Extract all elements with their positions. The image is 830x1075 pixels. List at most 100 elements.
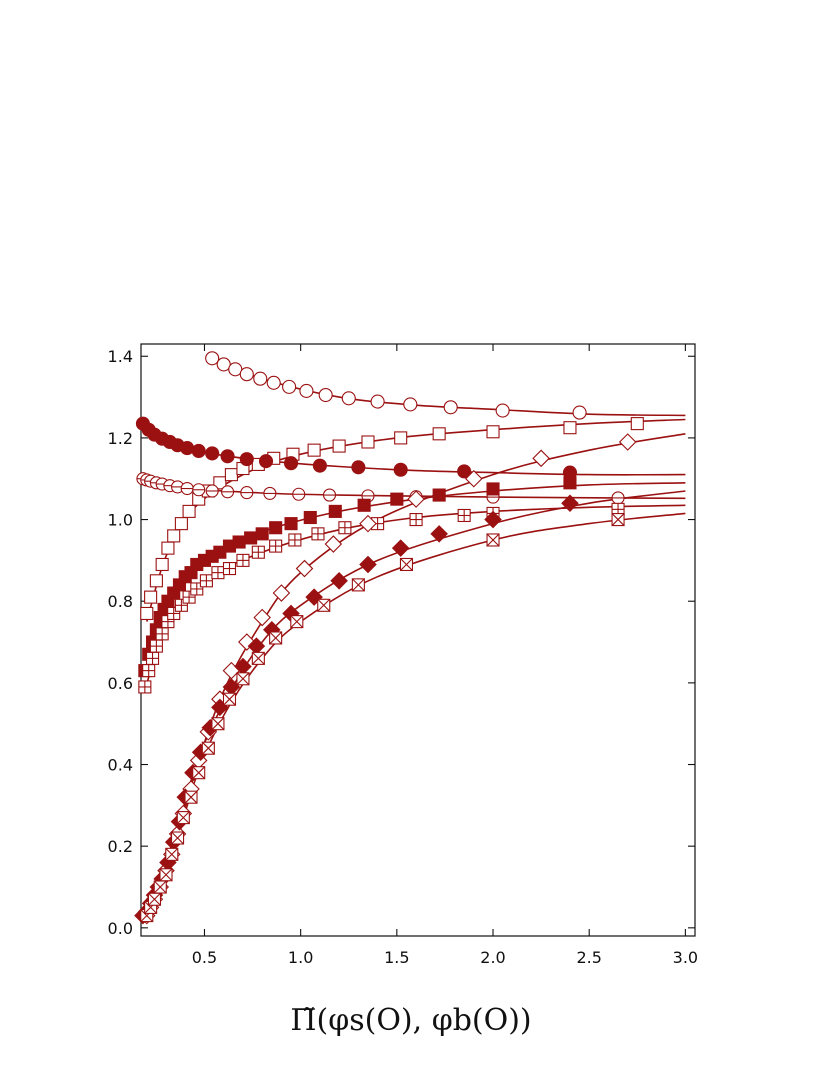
data-point [182, 504, 196, 518]
data-point-shape [211, 717, 225, 731]
data-point [224, 468, 238, 482]
data-point [266, 375, 281, 390]
data-point [205, 446, 220, 461]
data-point-shape [251, 651, 265, 665]
data-point-shape [239, 367, 254, 382]
data-point [341, 391, 356, 406]
data-point [253, 608, 271, 627]
data-point-shape [391, 539, 410, 557]
data-point [324, 535, 343, 553]
data-point-shape [174, 517, 188, 531]
data-point-shape [495, 403, 510, 418]
data-point [176, 811, 190, 825]
data-point-shape [611, 513, 625, 526]
data-point-shape [167, 529, 181, 543]
data-point-shape [318, 387, 333, 403]
data-point [213, 476, 227, 490]
data-point [263, 486, 277, 500]
data-point-shape [307, 443, 321, 457]
y-tick-label: 0.8 [108, 592, 133, 611]
data-point [253, 371, 268, 386]
x-tick-label: 0.5 [192, 948, 217, 967]
data-point-shape [361, 435, 375, 449]
data-point [303, 510, 317, 525]
data-point-shape [332, 439, 346, 453]
data-point [205, 351, 220, 366]
data-point-shape [205, 351, 220, 366]
data-point-shape [330, 572, 348, 590]
data-point [145, 651, 160, 665]
y-tick-label: 0.0 [108, 919, 133, 938]
data-point [611, 491, 625, 505]
fit-curve-filled-circle [142, 420, 686, 476]
data-point-shape [272, 584, 291, 602]
data-point [192, 483, 206, 497]
data-point [432, 488, 446, 502]
data-point [561, 494, 579, 513]
data-point [170, 831, 185, 845]
data-point [251, 545, 265, 559]
data-point [222, 692, 237, 706]
data-point-shape [165, 847, 179, 861]
data-point [239, 452, 254, 467]
data-point-shape [341, 391, 356, 406]
data-point [295, 559, 314, 578]
data-point-shape [403, 397, 418, 412]
data-point-shape [486, 533, 500, 547]
y-tick-label: 0.2 [108, 837, 133, 856]
data-point-shape [184, 790, 198, 804]
data-point [192, 766, 206, 780]
data-point-shape [201, 741, 215, 755]
data-point [167, 529, 181, 543]
data-point [184, 790, 198, 804]
data-point-shape [359, 514, 377, 533]
data-point-shape [486, 425, 500, 439]
data-point [161, 541, 175, 555]
data-point-shape [324, 535, 343, 553]
data-point-shape [232, 535, 246, 549]
data-point [311, 527, 325, 541]
data-point [199, 574, 213, 588]
data-point-shape [224, 468, 238, 482]
data-point-shape [572, 405, 587, 420]
data-point [201, 741, 215, 755]
data-point-shape [171, 831, 184, 845]
data-point [457, 464, 472, 479]
x-tick-label: 2.5 [576, 948, 601, 967]
data-point [153, 880, 167, 894]
data-point-shape [153, 880, 167, 894]
y-tick-label: 1.0 [108, 511, 133, 530]
data-point-shape [282, 379, 297, 394]
data-point [211, 717, 225, 731]
data-point [351, 460, 366, 475]
data-point-shape [283, 456, 299, 471]
data-point [495, 403, 510, 418]
data-point [611, 502, 625, 516]
data-point [180, 481, 194, 496]
data-point-shape [484, 510, 502, 529]
data-point-shape [176, 811, 190, 824]
data-point [269, 631, 283, 645]
data-point-shape [284, 517, 298, 531]
data-point-shape [205, 446, 220, 461]
data-point-shape [255, 527, 269, 541]
data-point [220, 449, 235, 464]
data-markers [134, 351, 644, 925]
data-point [486, 533, 500, 547]
data-point [359, 555, 377, 574]
data-point [155, 557, 169, 572]
data-point-shape [244, 531, 258, 545]
fit-curve-crossed-square [144, 504, 686, 692]
data-point [328, 504, 342, 518]
data-point [430, 525, 448, 543]
data-point [317, 598, 331, 612]
data-point-shape [357, 498, 371, 512]
data-point-shape [400, 558, 413, 571]
y-tick-label: 1.4 [108, 347, 133, 366]
data-point-shape [432, 427, 446, 441]
data-point-shape [486, 482, 500, 496]
data-point-shape [563, 421, 577, 435]
data-point-shape [192, 766, 206, 780]
data-point-shape [253, 371, 268, 386]
